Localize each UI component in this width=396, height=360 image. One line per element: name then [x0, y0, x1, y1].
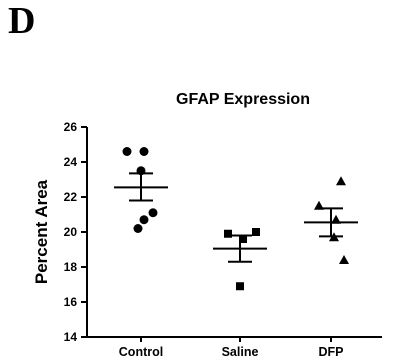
data-point [148, 208, 158, 218]
data-point [139, 147, 149, 156]
y-tick-label: 24 [64, 155, 78, 169]
y-tick-label: 16 [64, 295, 78, 309]
data-point [133, 224, 143, 233]
chart-title: GFAP Expression [176, 91, 310, 108]
data-point [224, 229, 232, 238]
data-point [139, 215, 149, 225]
panel-letter: D [8, 0, 36, 42]
data-point [122, 147, 132, 156]
y-tick-label: 14 [64, 330, 78, 344]
error-bars [114, 172, 358, 263]
y-ticks: 14 16 18 20 22 24 26 [64, 120, 87, 344]
y-tick-label: 18 [64, 260, 78, 274]
x-tick-label: DFP [319, 345, 344, 359]
y-tick-label: 26 [64, 120, 78, 134]
data-point [236, 282, 244, 291]
x-tick-label: Control [119, 345, 163, 359]
y-tick-label: 20 [64, 225, 78, 239]
data-point [339, 255, 349, 264]
data-points [122, 147, 349, 291]
y-tick-label: 22 [64, 190, 78, 204]
data-point [239, 235, 247, 243]
x-tick-label: Saline [222, 345, 259, 359]
data-point [336, 176, 346, 186]
data-point [252, 228, 260, 236]
y-axis-label: Percent Area [32, 179, 51, 284]
x-ticks: Control Saline DFP [119, 337, 344, 359]
